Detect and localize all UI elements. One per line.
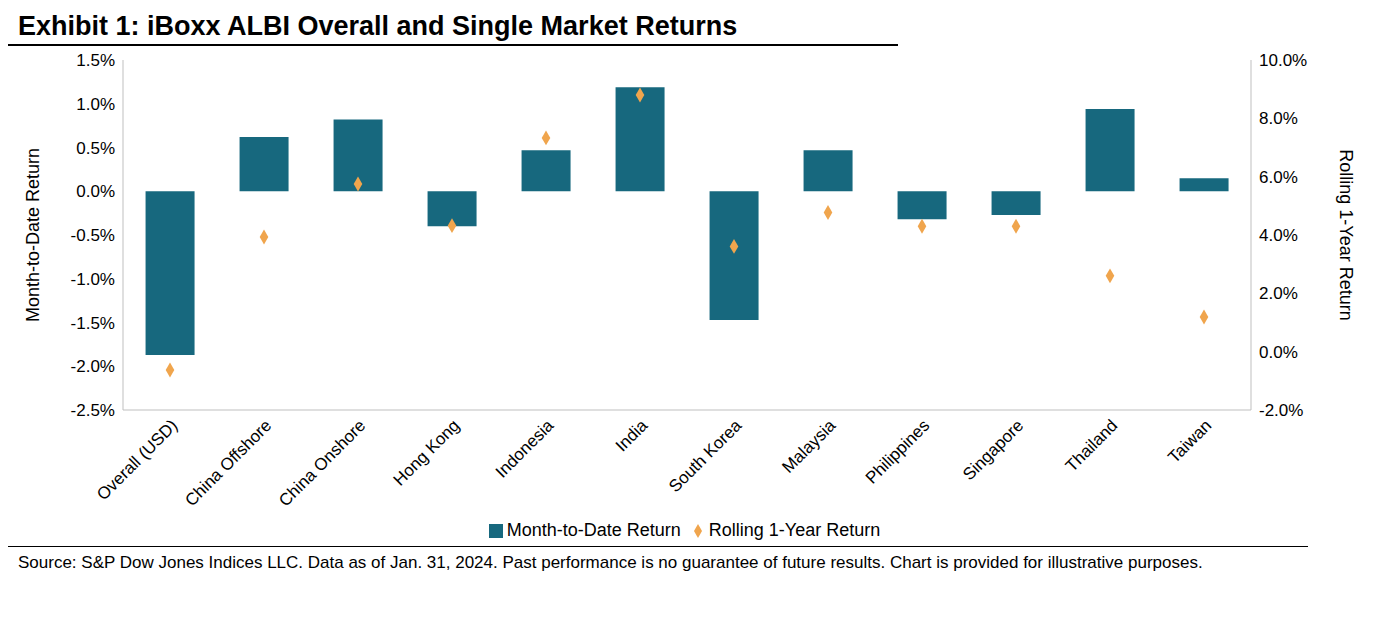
- svg-text:6.0%: 6.0%: [1259, 168, 1298, 187]
- svg-text:0.0%: 0.0%: [76, 182, 115, 201]
- svg-text:Hong Kong: Hong Kong: [390, 416, 464, 490]
- svg-text:-0.5%: -0.5%: [71, 226, 115, 245]
- svg-text:Indonesia: Indonesia: [492, 416, 558, 482]
- html-text:Exhibit 1: iBoxx ALBI Overall: Exhibit 1: iBoxx ALBI Overall and Single…: [18, 11, 738, 41]
- svg-text:Malaysia: Malaysia: [778, 416, 839, 477]
- svg-text:Thailand: Thailand: [1062, 416, 1122, 476]
- svg-text:1.5%: 1.5%: [76, 51, 115, 70]
- svg-text:4.0%: 4.0%: [1259, 226, 1298, 245]
- svg-text:Rolling 1-Year Return: Rolling 1-Year Return: [1336, 149, 1356, 320]
- html-text:Source: S&P Dow Jones Indices: Source: S&P Dow Jones Indices LLC. Data …: [18, 553, 1203, 572]
- html-text:Month-to-Date Return: Month-to-Date Return: [506, 520, 681, 540]
- svg-text:-1.0%: -1.0%: [71, 270, 115, 289]
- svg-text:1.0%: 1.0%: [76, 95, 115, 114]
- svg-text:Taiwan: Taiwan: [1165, 416, 1216, 467]
- svg-text:India: India: [612, 416, 652, 456]
- svg-text:Month-to-Date Return: Month-to-Date Return: [23, 148, 43, 322]
- svg-text:-2.5%: -2.5%: [71, 401, 115, 420]
- svg-text:China Onshore: China Onshore: [275, 416, 369, 510]
- svg-text:10.0%: 10.0%: [1259, 51, 1307, 70]
- svg-text:-2.0%: -2.0%: [71, 357, 115, 376]
- svg-text:0.0%: 0.0%: [1259, 343, 1298, 362]
- svg-text:Overall (USD): Overall (USD): [93, 416, 181, 504]
- svg-text:South Korea: South Korea: [665, 416, 746, 497]
- svg-text:Philippines: Philippines: [862, 416, 934, 488]
- html-text:Rolling 1-Year Return: Rolling 1-Year Return: [708, 520, 881, 540]
- svg-text:Singapore: Singapore: [959, 416, 1027, 484]
- svg-text:8.0%: 8.0%: [1259, 109, 1298, 128]
- svg-text:China Offshore: China Offshore: [181, 416, 275, 510]
- svg-text:-1.5%: -1.5%: [71, 314, 115, 333]
- svg-text:-2.0%: -2.0%: [1259, 401, 1303, 420]
- svg-text:0.5%: 0.5%: [76, 139, 115, 158]
- svg-text:2.0%: 2.0%: [1259, 284, 1298, 303]
